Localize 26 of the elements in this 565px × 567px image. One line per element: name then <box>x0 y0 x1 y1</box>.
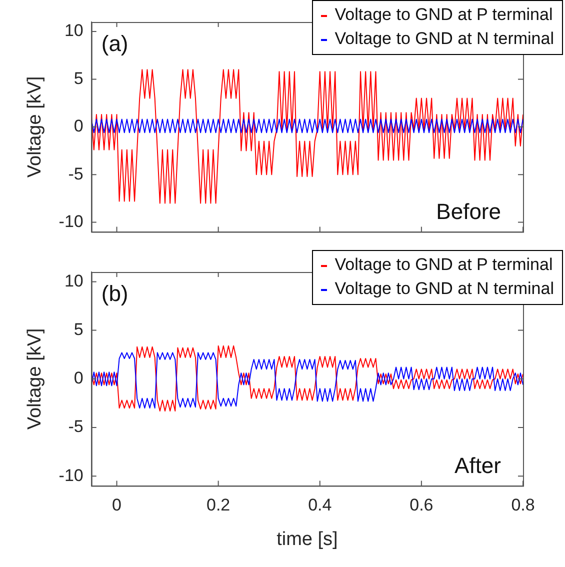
y-tick-label: 5 <box>74 320 84 339</box>
y-tick-label: -10 <box>58 212 84 231</box>
legend-label: Voltage to GND at N terminal <box>334 29 554 48</box>
y-tick-label: 0 <box>74 116 84 136</box>
y-tick-label: -5 <box>68 417 84 436</box>
annotation: (b) <box>101 281 128 306</box>
y-tick-label: 5 <box>74 68 84 88</box>
annotation: After <box>454 452 501 478</box>
y-tick-label: -10 <box>58 466 84 485</box>
y-tick-label: 10 <box>64 21 84 40</box>
x-tick-label: 0.8 <box>511 496 535 515</box>
x-tick-label: 0.4 <box>308 496 332 515</box>
y-axis-title: Voltage [kV] <box>24 328 46 430</box>
x-tick-label: 0.2 <box>206 496 230 515</box>
x-axis-title: time [s] <box>276 528 338 550</box>
x-tick-label: 0 <box>112 496 122 515</box>
legend-label: Voltage to GND at P terminal <box>334 255 553 274</box>
y-tick-label: -5 <box>68 164 84 184</box>
annotation: Before <box>436 198 501 224</box>
y-tick-label: 0 <box>74 368 84 388</box>
annotation: (a) <box>101 31 128 56</box>
y-axis-title: Voltage [kV] <box>24 76 46 178</box>
legend-label: Voltage to GND at P terminal <box>334 5 553 24</box>
legend-label: Voltage to GND at N terminal <box>334 279 554 298</box>
y-tick-label: 10 <box>64 271 84 290</box>
x-tick-label: 0.6 <box>410 496 434 515</box>
